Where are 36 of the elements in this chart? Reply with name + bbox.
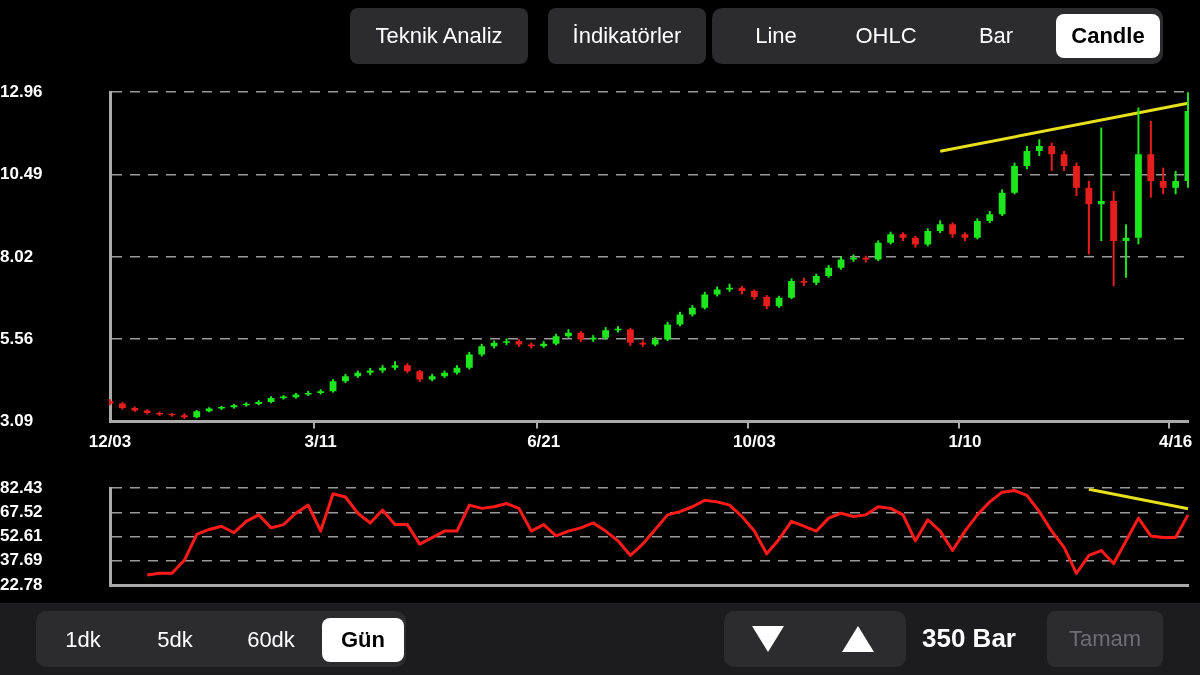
- text: Bar: [977, 22, 1015, 50]
- y-tick-label: 3.09: [0, 411, 34, 431]
- candlestick: [503, 337, 510, 347]
- x-tick-label: 6/21: [527, 432, 561, 452]
- candlestick: [280, 394, 287, 401]
- text: Teknik Analiz: [350, 8, 528, 64]
- y-tick-label: 8.02: [0, 246, 34, 266]
- text: Tamam: [1047, 611, 1163, 667]
- text: 5dk: [156, 626, 194, 654]
- x-tick-label: 1/10: [948, 432, 982, 452]
- text: 350 Bar: [922, 623, 1016, 654]
- y-tick-label: 67.52: [0, 502, 43, 522]
- text: OHLC: [854, 22, 918, 50]
- text: Gün: [322, 618, 404, 662]
- y-tick-label: 37.69: [0, 550, 43, 570]
- candlestick: [589, 334, 597, 343]
- y-tick-label: 5.56: [0, 328, 34, 348]
- x-tick-label: 10/03: [733, 432, 776, 452]
- candlestick: [800, 276, 808, 288]
- text: İndikatörler: [548, 8, 706, 64]
- x-tick-label: 12/03: [88, 432, 132, 452]
- y-tick-label: 82.43: [0, 477, 43, 497]
- candlestick: [218, 404, 225, 411]
- y-tick-label: 12.96: [0, 81, 43, 101]
- x-tick-label: 4/16: [1159, 432, 1193, 452]
- text: Line: [754, 22, 798, 50]
- text: 60dk: [246, 626, 296, 654]
- y-tick-label: 22.78: [0, 574, 43, 594]
- candlestick: [304, 389, 312, 397]
- x-tick-label: 3/11: [304, 432, 337, 452]
- text: 1dk: [64, 626, 102, 654]
- y-tick-label: 10.49: [0, 164, 43, 184]
- text: Candle: [1056, 14, 1160, 58]
- y-tick-label: 52.61: [0, 526, 43, 546]
- candlestick: [317, 388, 325, 396]
- candlestick: [639, 339, 647, 348]
